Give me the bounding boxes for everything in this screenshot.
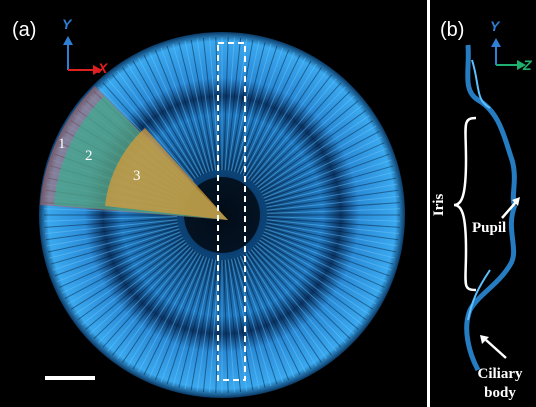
pupil-label: Pupil bbox=[472, 220, 506, 236]
ciliary-label: body bbox=[484, 385, 516, 401]
region-label: 3 bbox=[133, 168, 141, 184]
axis-label: X bbox=[97, 60, 109, 76]
region-label: 2 bbox=[85, 148, 93, 164]
divider bbox=[427, 0, 430, 407]
region-label: 1 bbox=[58, 136, 66, 152]
panel-label: (b) bbox=[440, 19, 464, 41]
figure: (a) Y X 1 2 3 (b) Y Z Iris Pupil Ciliary… bbox=[0, 0, 536, 407]
panel-label: (a) bbox=[12, 19, 36, 41]
axis-label: Z bbox=[522, 57, 532, 73]
iris-label: Iris bbox=[431, 194, 447, 217]
ciliary-label: Ciliary bbox=[478, 366, 523, 382]
scale-bar bbox=[45, 376, 95, 380]
